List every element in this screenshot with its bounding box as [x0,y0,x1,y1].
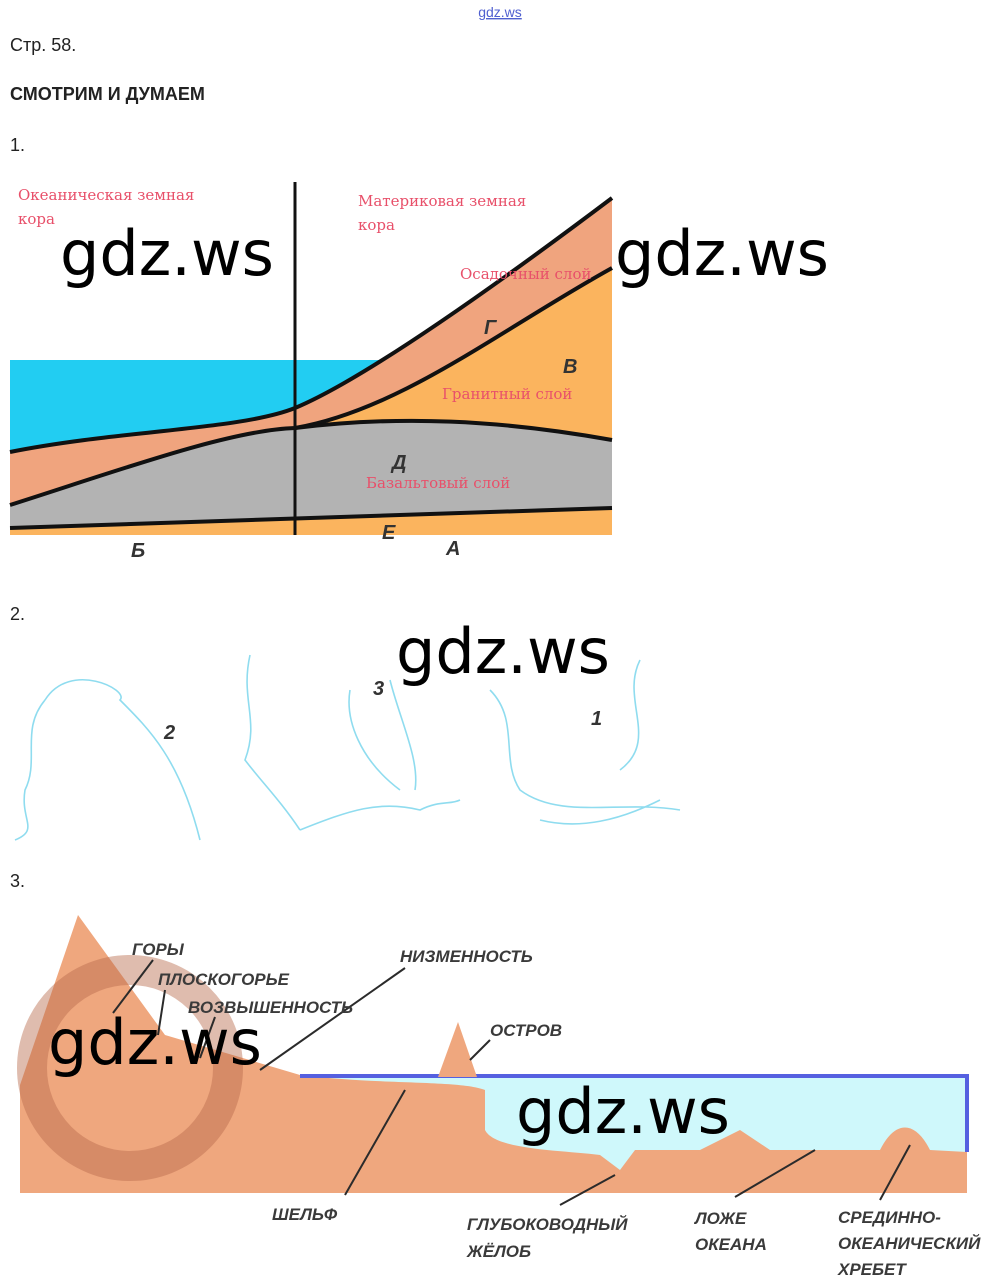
crust-diagram: Океаническая земная кора Материковая земн… [9,182,829,562]
sedimentary-layer [10,198,612,505]
section-title: СМОТРИМ И ДУМАЕМ [10,84,205,104]
label: ПЛОСКОГОРЬЕ [158,970,290,989]
label: ГЛУБОКОВОДНЫЙ ЖЁЛОБ [466,1214,628,1261]
label: Осадочный слой [460,265,591,283]
label: НИЗМЕННОСТЬ [400,947,533,966]
label: ОСТРОВ [490,1021,562,1040]
task-number: 1. [10,135,25,155]
watermark: gdz.ws [396,615,610,688]
watermark: gdz.ws [48,1006,262,1079]
label: ВОЗВЫШЕННОСТЬ [188,998,353,1017]
page-number: Стр. 58. [10,35,76,55]
ocean [300,1075,967,1170]
label: Океаническая земная кора [18,186,194,228]
letter: В [563,356,577,378]
relief-diagram: ГОРЫ ПЛОСКОГОРЬЕ ВОЗВЫШЕННОСТЬ НИЗМЕННОС… [17,915,981,1279]
rivers-map: 2 3 1 gdz.ws [14,615,681,841]
boundary [294,418,613,442]
letter: Б [131,540,145,562]
label: ШЕЛЬФ [272,1205,338,1224]
sea-level [300,1074,969,1152]
label: Базальтовый слой [366,474,510,492]
boundary [9,506,613,530]
river [14,679,201,841]
task-number: 2. [10,604,25,624]
label: ЛОЖЕ ОКЕАНА [693,1209,767,1254]
site-link[interactable]: gdz.ws [478,4,522,20]
watermark: gdz.ws [516,1075,730,1148]
map-number: 2 [163,722,175,744]
label: ГОРЫ [132,940,185,959]
island [438,1022,477,1077]
watermark: gdz.ws [60,217,274,290]
map-number: 1 [591,708,602,730]
watermark-logo [17,955,243,1181]
river [244,654,461,831]
letter: А [445,538,460,560]
label: Материковая земная кора [358,192,526,234]
pointer [112,959,911,1206]
letter: Д [390,452,406,474]
ocean [10,360,385,452]
letter: Е [382,522,396,544]
task-number: 3. [10,871,25,891]
letter: Г [484,317,498,339]
label: Гранитный слой [442,385,572,403]
map-number: 3 [373,678,384,700]
label: СРЕДИННО-ОКЕАНИЧЕСКИЙ ХРЕБЕТ [837,1208,981,1279]
watermark: gdz.ws [615,217,829,290]
basalt-layer [10,420,612,528]
river [489,659,681,825]
